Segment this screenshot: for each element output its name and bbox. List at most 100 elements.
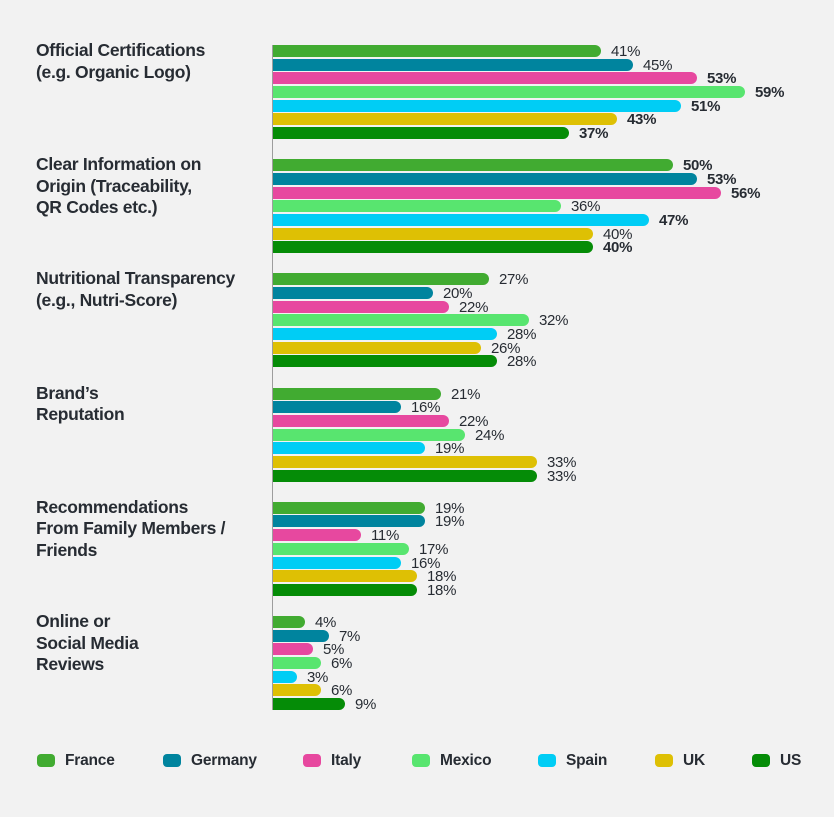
- value-label: 26%: [491, 339, 521, 357]
- bar-mexico: [273, 542, 409, 555]
- value-label: 5%: [323, 641, 345, 659]
- bar-mexico: [273, 657, 321, 670]
- bar-italy: [273, 529, 361, 542]
- bar-row-france: 21%: [273, 385, 834, 403]
- bar-row-france: 41%: [273, 43, 834, 60]
- bar-mexico: [273, 200, 561, 213]
- bar-us: [273, 469, 537, 482]
- value-label: 40%: [603, 239, 633, 257]
- value-label: 37%: [579, 125, 609, 143]
- bar-germany: [273, 401, 401, 414]
- bar-row-mexico: 24%: [273, 426, 834, 444]
- bar-row-us: 9%: [273, 696, 834, 714]
- y-axis-line: [272, 45, 273, 710]
- category-label: Recommendations From Family Members / Fr…: [36, 496, 226, 560]
- bar-uk: [273, 570, 417, 583]
- bar-row-france: 19%: [273, 499, 834, 517]
- bar-row-italy: 5%: [273, 641, 834, 659]
- bar-row-uk: 26%: [273, 339, 834, 357]
- bar-italy: [273, 72, 697, 85]
- bar-row-mexico: 32%: [273, 312, 834, 330]
- bar-us: [273, 698, 345, 711]
- value-label: 16%: [411, 399, 441, 417]
- legend-item-italy: Italy: [303, 753, 361, 768]
- value-label: 4%: [315, 614, 337, 631]
- bar-row-us: 28%: [273, 353, 834, 371]
- bar-uk: [273, 455, 537, 468]
- bar-row-france: 27%: [273, 271, 834, 289]
- legend-label: Italy: [331, 752, 362, 769]
- bar-row-italy: 22%: [273, 298, 834, 316]
- bar-row-germany: 20%: [273, 286, 834, 301]
- bar-germany: [273, 58, 633, 71]
- value-label: 19%: [435, 499, 465, 517]
- bar-row-us: 37%: [273, 125, 834, 143]
- value-label: 24%: [475, 426, 505, 444]
- legend-swatch-icon: [163, 754, 181, 767]
- legend-item-uk: UK: [655, 753, 705, 768]
- legend: France Germany Italy Mexico Spain UK US: [0, 753, 834, 771]
- category-label: Nutritional Transparency (e.g., Nutri-Sc…: [36, 268, 235, 310]
- bar-row-germany: 53%: [273, 172, 834, 187]
- legend-swatch-icon: [655, 754, 673, 767]
- value-label: 3%: [307, 668, 329, 686]
- bar-germany: [273, 629, 329, 642]
- legend-item-germany: Germany: [163, 753, 257, 768]
- bar-mexico: [273, 428, 465, 441]
- bar-us: [273, 127, 569, 140]
- value-label: 16%: [411, 554, 441, 572]
- bar-germany: [273, 515, 425, 528]
- value-label: 19%: [435, 440, 465, 458]
- bar-spain: [273, 328, 497, 341]
- category-label: Clear Information on Origin (Traceabilit…: [36, 154, 202, 218]
- bar-france: [273, 501, 425, 514]
- bar-france: [273, 273, 489, 286]
- value-label: 32%: [539, 312, 569, 330]
- value-label: 22%: [459, 298, 489, 316]
- value-label: 19%: [435, 513, 465, 531]
- legend-swatch-icon: [752, 754, 770, 767]
- bar-france: [273, 616, 305, 628]
- value-label: 33%: [547, 467, 577, 485]
- value-label: 28%: [507, 353, 537, 371]
- legend-label: Germany: [191, 752, 257, 769]
- bar-us: [273, 355, 497, 368]
- value-label: 18%: [427, 568, 457, 586]
- bar-row-italy: 56%: [273, 186, 834, 201]
- bar-row-italy: 11%: [273, 528, 834, 543]
- bar-row-mexico: 59%: [273, 85, 834, 100]
- bar-row-italy: 53%: [273, 70, 834, 88]
- value-label: 51%: [691, 97, 721, 115]
- legend-label: US: [780, 752, 802, 769]
- value-label: 53%: [707, 70, 737, 88]
- bar-row-germany: 7%: [273, 627, 834, 645]
- value-label: 7%: [339, 627, 361, 645]
- bar-row-germany: 45%: [273, 56, 834, 74]
- bar-spain: [273, 213, 649, 226]
- bar-us: [273, 583, 417, 596]
- bar-row-uk: 6%: [273, 682, 834, 700]
- bar-mexico: [273, 86, 745, 99]
- legend-label: Mexico: [440, 752, 492, 769]
- bar-row-spain: 28%: [273, 327, 834, 342]
- bar-france: [273, 387, 441, 400]
- bar-row-uk: 18%: [273, 568, 834, 586]
- value-label: 41%: [611, 43, 641, 60]
- value-label: 27%: [499, 271, 529, 289]
- bar-row-uk: 43%: [273, 112, 834, 127]
- legend-item-spain: Spain: [538, 753, 607, 768]
- value-label: 50%: [683, 157, 713, 175]
- value-label: 6%: [331, 682, 353, 700]
- value-label: 45%: [643, 56, 673, 74]
- category-label: Brand’s Reputation: [36, 382, 125, 425]
- bar-spain: [273, 442, 425, 455]
- value-label: 6%: [331, 655, 353, 673]
- bar-row-us: 18%: [273, 581, 834, 599]
- legend-swatch-icon: [37, 754, 55, 767]
- bar-row-spain: 47%: [273, 213, 834, 228]
- value-label: 21%: [451, 385, 481, 403]
- value-label: 18%: [427, 581, 457, 599]
- bar-uk: [273, 227, 593, 240]
- value-label: 9%: [355, 696, 377, 714]
